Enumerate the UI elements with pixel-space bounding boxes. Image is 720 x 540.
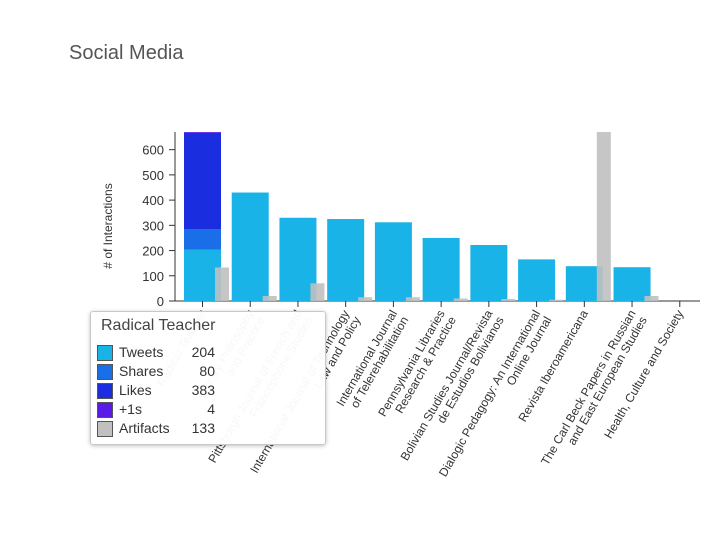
y-tick-label: 0	[157, 294, 164, 309]
y-tick-label: 500	[142, 168, 164, 183]
bar-tweets	[565, 266, 603, 301]
tooltip-value: 133	[191, 420, 215, 436]
bar-artifacts	[644, 295, 659, 301]
tooltip-label: Shares	[119, 363, 164, 379]
bar-tweets	[613, 267, 651, 301]
bar-tweets	[231, 192, 269, 301]
tooltip-title: Radical Teacher	[101, 317, 216, 334]
bar-likes	[184, 132, 221, 230]
tooltip-row-plus-ones: +1s 4	[97, 401, 215, 419]
bar-artifacts	[501, 298, 516, 301]
y-axis-title: # of Interactions	[101, 183, 115, 268]
tooltip-label: Likes	[119, 382, 152, 398]
bar-artifacts	[549, 299, 564, 301]
tooltip-row-artifacts: Artifacts 133	[97, 420, 215, 438]
bar-tweets	[470, 245, 508, 301]
x-category-label-line: The Carl Beck Papers in Russian	[538, 308, 638, 468]
tooltip-row-likes: Likes 383	[97, 382, 215, 400]
page-title: Social Media	[69, 42, 184, 64]
bar-shares	[184, 229, 221, 250]
bar-artifacts	[405, 297, 420, 301]
tooltip-swatch	[97, 402, 113, 418]
tooltip-swatch	[97, 421, 113, 437]
y-tick-label: 400	[142, 193, 164, 208]
tooltip-swatch	[97, 364, 113, 380]
chart-tooltip: Radical Teacher Tweets 204 Shares 80 Lik…	[90, 311, 326, 445]
bar-tweets	[184, 249, 221, 301]
bar-tweets	[279, 217, 317, 301]
tooltip-row-tweets: Tweets 204	[97, 344, 215, 362]
bar-artifacts	[453, 298, 468, 301]
y-tick-label: 100	[142, 269, 164, 284]
tooltip-swatch	[97, 345, 113, 361]
tooltip-value: 4	[207, 401, 215, 417]
tooltip-swatch	[97, 383, 113, 399]
bar-artifacts	[596, 132, 611, 301]
bar-artifacts	[262, 295, 277, 301]
bar-artifacts	[310, 283, 325, 301]
bar-tweets	[518, 259, 556, 301]
tooltip-row-shares: Shares 80	[97, 363, 215, 381]
bar-tweets	[327, 219, 365, 301]
tooltip-label: Artifacts	[119, 420, 170, 436]
bar-tweets	[374, 222, 412, 301]
tooltip-label: Tweets	[119, 344, 164, 360]
y-tick-label: 600	[142, 143, 164, 158]
y-tick-label: 300	[142, 218, 164, 233]
bar-artifacts	[215, 267, 229, 301]
y-tick-label: 200	[142, 244, 164, 259]
tooltip-value: 80	[199, 363, 215, 379]
bar-tweets	[422, 237, 460, 301]
bar-artifacts	[358, 297, 373, 301]
bar-plus-ones	[184, 132, 221, 133]
tooltip-label: +1s	[119, 401, 142, 417]
tooltip-value: 383	[191, 382, 215, 398]
tooltip-value: 204	[191, 344, 215, 360]
